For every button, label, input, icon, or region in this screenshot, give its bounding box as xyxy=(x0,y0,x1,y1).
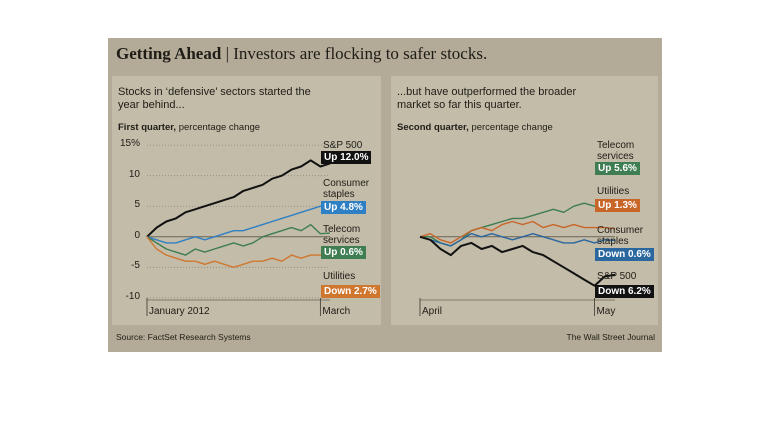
series-name: S&P 500 xyxy=(597,271,637,282)
series-line xyxy=(146,223,331,256)
series-end-label: Down 0.6% xyxy=(595,248,654,261)
y-tick-label: 0 xyxy=(134,229,140,241)
series-line xyxy=(146,236,331,268)
y-tick-label: 15% xyxy=(119,138,140,150)
series-end-label: Up 1.3% xyxy=(595,199,640,212)
series-name: Telecom services xyxy=(323,224,361,246)
series-name: Consumer staples xyxy=(323,178,370,200)
series-line xyxy=(146,205,331,244)
unit-note: percentage change xyxy=(471,122,553,133)
series-end-label: Up 5.6% xyxy=(595,162,640,175)
series-name: Utilities xyxy=(323,271,356,282)
title-separator: | xyxy=(221,44,234,63)
source: Source: FactSet Research Systems xyxy=(116,332,251,342)
y-tick-label: 5 xyxy=(134,199,140,211)
left-panel xyxy=(112,76,381,325)
series-line xyxy=(146,159,331,238)
period: Second quarter, xyxy=(397,122,469,133)
series-end-label: Down 6.2% xyxy=(595,285,654,298)
series-end-label: Down 2.7% xyxy=(321,285,380,298)
series-line xyxy=(420,201,616,247)
series-line xyxy=(419,220,616,244)
series-name: Consumer staples xyxy=(597,225,644,247)
unit-note: percentage change xyxy=(178,122,261,133)
x-tick-label: April xyxy=(422,306,443,317)
series-name: S&P 500 xyxy=(323,140,363,151)
period: First quarter, xyxy=(118,122,177,133)
series-name: Telecom services xyxy=(597,140,635,162)
y-tick-label: 10 xyxy=(128,168,140,180)
credit: The Wall Street Journal xyxy=(566,332,656,342)
title: Getting Ahead xyxy=(116,44,222,63)
subtitle: Investors are flocking to safer stocks. xyxy=(233,44,488,63)
panel-heading: ...but have outperformed the broader mar… xyxy=(397,86,577,111)
x-tick-label: March xyxy=(322,306,351,317)
series-end-label: Up 4.8% xyxy=(321,201,366,214)
y-tick-label: -10 xyxy=(125,290,140,302)
series-line xyxy=(419,233,616,247)
series-end-label: Up 12.0% xyxy=(321,151,372,164)
series-name: Utilities xyxy=(597,186,630,197)
y-tick-label: -5 xyxy=(131,260,140,272)
series-end-label: Up 0.6% xyxy=(321,246,366,259)
series-line xyxy=(419,235,616,287)
title-row: Getting Ahead | Investors are flocking t… xyxy=(116,44,487,64)
x-tick-label: January 2012 xyxy=(149,306,210,317)
panel-heading: Stocks in ‘defensive’ sectors started th… xyxy=(118,86,311,111)
period-line: Second quarter, percentage change xyxy=(397,122,553,133)
period-line: First quarter, percentage change xyxy=(118,122,260,133)
x-tick-label: May xyxy=(596,306,616,317)
